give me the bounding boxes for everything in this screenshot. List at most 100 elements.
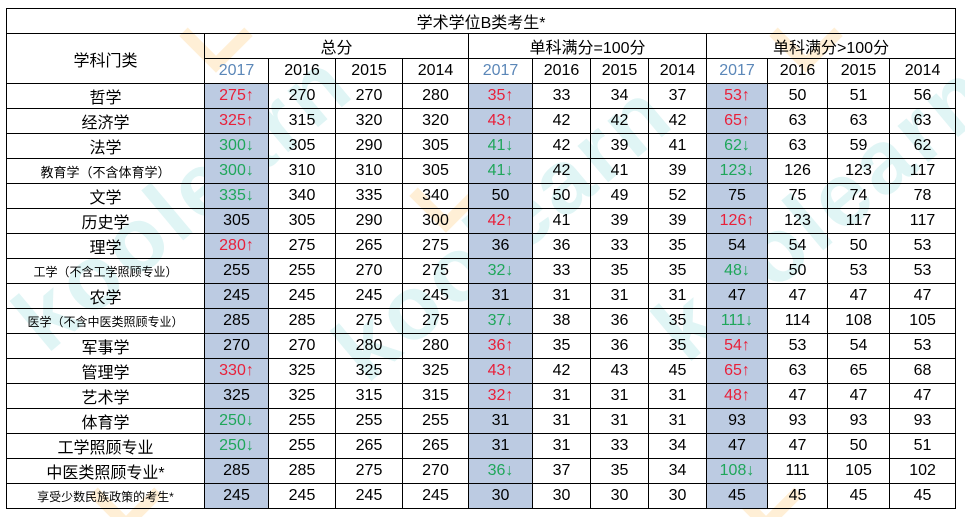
score-cell-total: 255 <box>268 408 336 434</box>
table-row: 教育学（不含体育学） 300↓ 310 310 305 41↓ 42 41 39 123↓ 126 1… <box>6 158 957 184</box>
score-cell-total: 325 <box>402 358 469 384</box>
score-cell-gt100: 50 <box>827 233 890 259</box>
score-cell-gt100: 47 <box>827 283 890 309</box>
score-cell-eq100: 31 <box>648 283 707 309</box>
score-cell-total: 285 <box>204 458 269 484</box>
score-cell-gt100: 54↑ <box>706 333 768 359</box>
score-cell-total: 270 <box>204 333 269 359</box>
score-cell-gt100: 53 <box>888 258 957 284</box>
score-cell-total: 275 <box>335 308 403 334</box>
score-cell-eq100: 31 <box>648 408 707 434</box>
table-row: 享受少数民族政策的考生* 245 245 245 245 30 30 30 30 45 45 45 45 <box>6 483 957 509</box>
score-cell-eq100: 33 <box>590 433 649 459</box>
score-cell-gt100: 63 <box>888 108 957 134</box>
year-header-gt100-2016: 2016 <box>767 58 828 84</box>
year-header-eq100-2016: 2016 <box>532 58 591 84</box>
score-cell-total: 255 <box>335 408 403 434</box>
score-cell-eq100: 31 <box>468 408 533 434</box>
score-cell-total: 300↓ <box>204 158 269 184</box>
table-row: 体育学 250↓ 255 255 255 31 31 31 31 93 93 93 93 <box>6 408 957 434</box>
score-cell-gt100: 63 <box>767 108 828 134</box>
score-cell-gt100: 54 <box>827 333 890 359</box>
score-cell-eq100: 30 <box>532 483 591 509</box>
score-cell-gt100: 93 <box>706 408 768 434</box>
year-header-eq100-2014: 2014 <box>648 58 707 84</box>
category-name: 法学 <box>6 133 205 159</box>
score-cell-gt100: 63 <box>767 133 828 159</box>
score-cell-gt100: 50 <box>767 83 828 109</box>
score-cell-gt100: 53 <box>827 258 890 284</box>
score-cell-total: 275 <box>402 308 469 334</box>
category-name: 理学 <box>6 233 205 259</box>
score-cell-eq100: 35 <box>648 333 707 359</box>
table-row: 医学（不含中医类照顾专业） 285 285 275 275 37↓ 38 36 35 111↓ 11… <box>6 308 957 334</box>
score-cell-total: 340 <box>402 183 469 209</box>
score-cell-eq100: 42↑ <box>468 208 533 234</box>
score-cell-total: 320 <box>335 108 403 134</box>
score-cell-eq100: 36 <box>590 308 649 334</box>
score-cell-total: 245 <box>402 483 469 509</box>
table-row: 工学照顾专业 250↓ 255 265 265 31 31 33 34 47 47 50 51 <box>6 433 957 459</box>
year-header-gt100-2015: 2015 <box>827 58 890 84</box>
score-cell-eq100: 49 <box>590 183 649 209</box>
score-cell-eq100: 34 <box>590 83 649 109</box>
category-name: 体育学 <box>6 408 205 434</box>
category-name: 工学（不含工学照顾专业） <box>6 258 205 284</box>
score-cell-total: 280 <box>402 333 469 359</box>
score-cell-eq100: 31 <box>648 383 707 409</box>
score-cell-gt100: 126 <box>767 158 828 184</box>
score-cell-eq100: 34 <box>648 458 707 484</box>
score-cell-eq100: 39 <box>590 133 649 159</box>
score-cell-total: 290 <box>335 208 403 234</box>
score-cell-total: 335 <box>335 183 403 209</box>
score-cell-gt100: 93 <box>827 408 890 434</box>
score-cell-eq100: 31 <box>590 383 649 409</box>
table-row: 艺术学 325 325 315 315 32↑ 31 31 31 48↑ 47 47 47 <box>6 383 957 409</box>
score-cell-total: 255 <box>268 433 336 459</box>
score-cell-eq100: 30 <box>468 483 533 509</box>
score-cell-gt100: 62↓ <box>706 133 768 159</box>
score-cell-gt100: 93 <box>767 408 828 434</box>
category-name: 医学（不含中医类照顾专业） <box>6 308 205 334</box>
score-cell-gt100: 65↑ <box>706 358 768 384</box>
score-cell-total: 245 <box>335 483 403 509</box>
score-cell-total: 340 <box>268 183 336 209</box>
score-cell-total: 325 <box>204 383 269 409</box>
score-cell-total: 335↓ <box>204 183 269 209</box>
score-cell-gt100: 45 <box>888 483 957 509</box>
score-cell-eq100: 37 <box>648 83 707 109</box>
score-cell-eq100: 35 <box>532 333 591 359</box>
score-cell-eq100: 30 <box>590 483 649 509</box>
score-cell-eq100: 37↓ <box>468 308 533 334</box>
category-name: 中医类照顾专业* <box>6 458 205 484</box>
year-header-total-2015: 2015 <box>335 58 403 84</box>
score-cell-total: 245 <box>204 483 269 509</box>
score-cell-gt100: 68 <box>888 358 957 384</box>
score-cell-eq100: 35↑ <box>468 83 533 109</box>
table-row: 军事学 270 270 280 280 36↑ 35 36 35 54↑ 53 54 53 <box>6 333 957 359</box>
score-cell-eq100: 30 <box>648 483 707 509</box>
score-cell-gt100: 45 <box>827 483 890 509</box>
score-cell-gt100: 75 <box>706 183 768 209</box>
score-cell-total: 245 <box>268 483 336 509</box>
score-cell-total: 255 <box>268 258 336 284</box>
table-row: 管理学 330↑ 325 325 325 43↑ 42 43 45 65↑ 63 65 68 <box>6 358 957 384</box>
year-header-gt100-2017: 2017 <box>706 58 768 84</box>
score-cell-total: 325 <box>335 358 403 384</box>
score-cell-total: 305 <box>204 208 269 234</box>
score-cell-gt100: 65↑ <box>706 108 768 134</box>
score-cell-gt100: 47 <box>767 383 828 409</box>
score-cell-gt100: 53 <box>767 333 828 359</box>
score-cell-total: 305 <box>402 133 469 159</box>
score-cell-total: 255 <box>204 258 269 284</box>
score-cell-gt100: 48↓ <box>706 258 768 284</box>
score-cell-total: 270 <box>335 83 403 109</box>
score-table: 学术学位B类考生* 学科门类 总分 单科满分=100分 单科满分>100分 20… <box>5 8 957 509</box>
score-cell-gt100: 114 <box>767 308 828 334</box>
score-cell-total: 270 <box>268 83 336 109</box>
score-cell-total: 245 <box>402 283 469 309</box>
group-header-total: 总分 <box>204 33 469 59</box>
table-row: 工学（不含工学照顾专业） 255 255 270 275 32↓ 33 35 35 48↓ 50 53… <box>6 258 957 284</box>
score-cell-total: 245 <box>335 283 403 309</box>
score-cell-total: 315 <box>268 108 336 134</box>
